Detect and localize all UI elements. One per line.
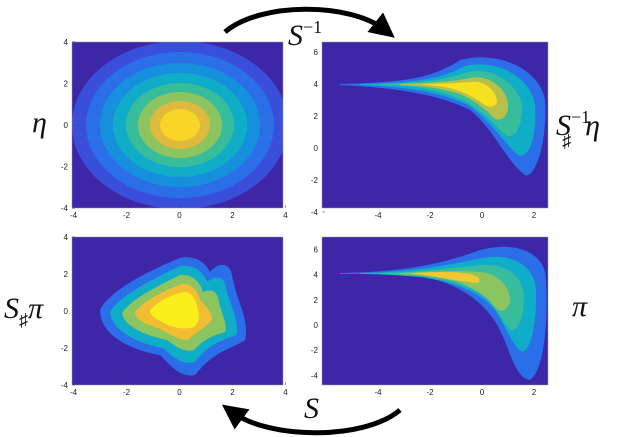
y-tick-label: 2 <box>64 270 69 279</box>
y-tick-label: 4 <box>64 233 69 242</box>
y-tick-label: 4 <box>64 38 69 47</box>
y-tick-label: 0 <box>314 144 319 153</box>
y-tick-label: -4 <box>61 381 69 390</box>
x-tick-label: 4 <box>283 388 288 397</box>
y-tick-label: 0 <box>64 307 69 316</box>
x-tick-label: 2 <box>230 211 235 220</box>
label-base: S <box>288 19 303 52</box>
panel-label: η <box>32 106 47 139</box>
arrow <box>223 6 395 38</box>
y-tick-label: -4 <box>311 208 319 217</box>
y-tick-label: 4 <box>314 80 319 89</box>
x-tick-label: 2 <box>532 211 537 220</box>
label-sub: ♯ <box>19 310 28 330</box>
contour-plot <box>72 237 283 385</box>
panel-label: π <box>572 290 588 323</box>
x-tick-label: 0 <box>177 388 182 397</box>
label-sup: −1 <box>571 107 590 127</box>
y-tick-label: 2 <box>314 112 319 121</box>
y-tick-label: -2 <box>311 176 319 185</box>
x-tick-label: 0 <box>177 211 182 220</box>
x-tick-label: 0 <box>480 388 485 397</box>
y-tick-label: 2 <box>64 79 69 88</box>
contour-plot <box>322 42 548 208</box>
y-tick-label: 2 <box>314 296 319 305</box>
x-tick-label: -4 <box>70 211 78 220</box>
x-tick-label: 4 <box>283 211 288 220</box>
y-tick-label: -2 <box>61 163 69 172</box>
arrow-label: S−1 <box>288 17 322 52</box>
y-tick-label: 0 <box>64 121 69 130</box>
label-sub: ♯ <box>562 131 571 151</box>
x-tick-label: -2 <box>426 388 434 397</box>
panel-label: S−1 ♯ η <box>556 107 600 151</box>
label-tail: π <box>28 292 44 325</box>
x-tick-label: -2 <box>123 211 131 220</box>
contour-plot <box>72 42 283 208</box>
x-tick-label: -2 <box>123 388 131 397</box>
x-tick-label: -4 <box>70 388 78 397</box>
x-tick-label: 2 <box>532 388 537 397</box>
x-tick-label: -2 <box>426 211 434 220</box>
label-sup: −1 <box>303 17 322 37</box>
y-tick-label: -4 <box>61 204 69 213</box>
y-tick-label: 6 <box>314 245 319 254</box>
y-tick-label: -2 <box>311 346 319 355</box>
arrow <box>221 404 402 436</box>
y-tick-label: 6 <box>314 48 319 57</box>
x-tick-label: 2 <box>230 388 235 397</box>
arrow-label: S <box>304 392 319 425</box>
y-tick-label: 0 <box>314 321 319 330</box>
panel-label: S♯π <box>4 292 44 330</box>
x-tick-label: 0 <box>480 211 485 220</box>
y-tick-label: -4 <box>311 371 319 380</box>
y-tick-label: 4 <box>314 271 319 280</box>
x-tick-label: -4 <box>374 211 382 220</box>
y-tick-label: -2 <box>61 344 69 353</box>
label-tail: η <box>585 109 600 142</box>
contour-plot <box>322 237 548 385</box>
label-base: S <box>4 292 19 325</box>
label-base: S <box>556 109 571 142</box>
x-tick-label: -4 <box>374 388 382 397</box>
